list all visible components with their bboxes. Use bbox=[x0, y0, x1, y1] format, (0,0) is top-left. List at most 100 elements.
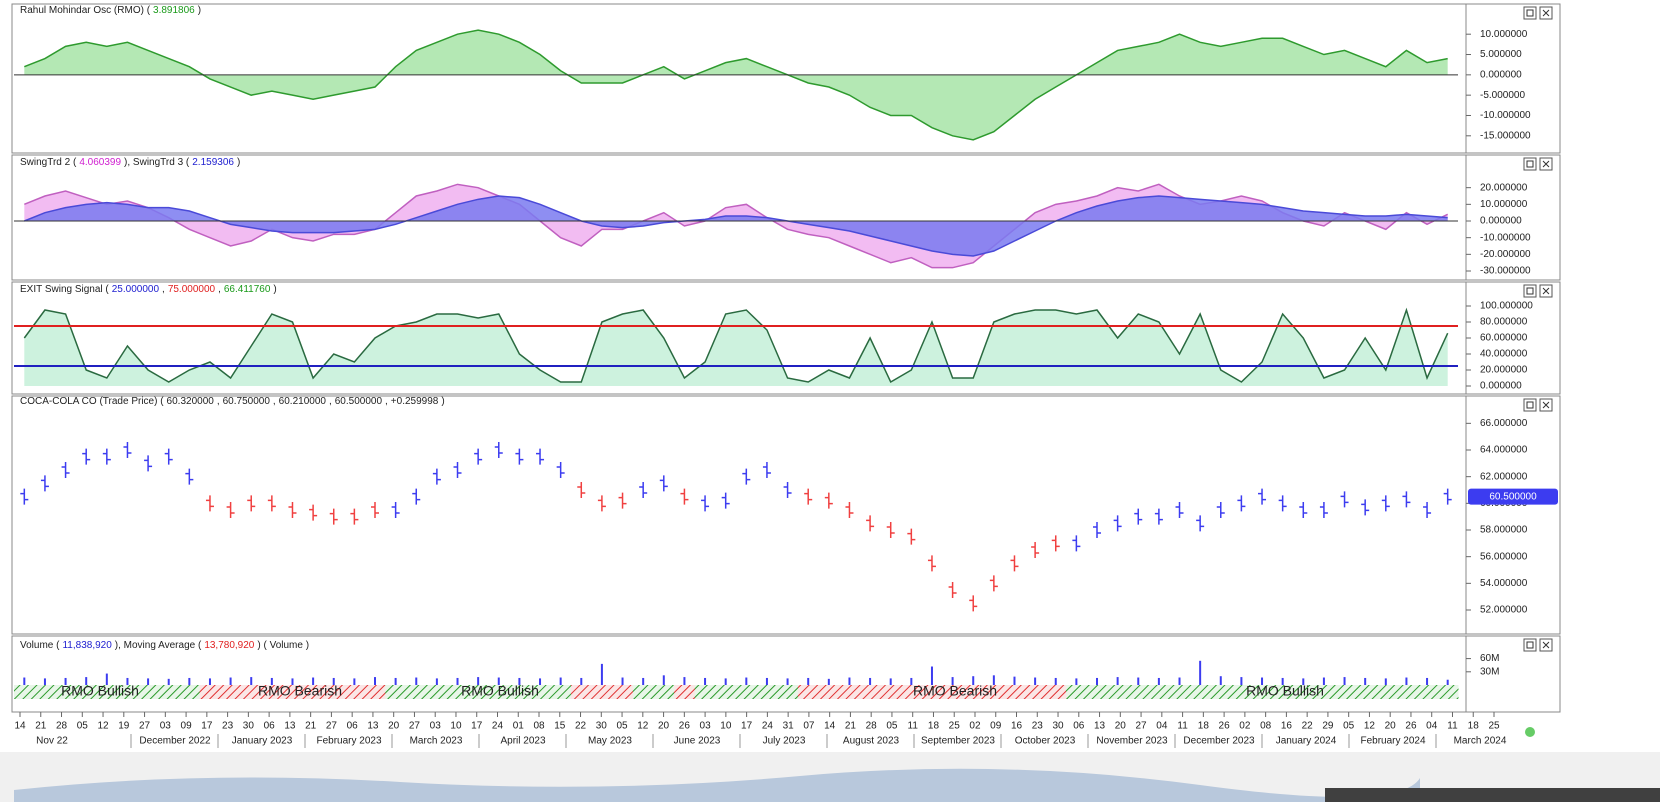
volume-bar bbox=[23, 677, 26, 685]
regime-band bbox=[694, 685, 716, 699]
volume-bar bbox=[477, 677, 480, 685]
axis-frame bbox=[1465, 635, 1561, 713]
price-bar bbox=[288, 502, 297, 518]
y-tick-label: 0.000000 bbox=[1480, 216, 1522, 227]
price-bar bbox=[205, 495, 214, 512]
date-label: 11 bbox=[1447, 721, 1458, 732]
volume-bar bbox=[250, 677, 253, 685]
maximize-button[interactable] bbox=[1523, 157, 1537, 171]
maximize-button[interactable] bbox=[1523, 638, 1537, 652]
price-bar bbox=[1196, 515, 1205, 532]
price-bar bbox=[824, 492, 833, 509]
month-label: June 2023 bbox=[674, 736, 721, 747]
maximize-icon bbox=[1526, 9, 1534, 17]
regime-band bbox=[983, 685, 1005, 699]
date-label: 17 bbox=[741, 721, 753, 732]
price-bar bbox=[20, 488, 29, 505]
regime-band bbox=[550, 685, 572, 699]
regime-band bbox=[467, 685, 489, 699]
area-fill bbox=[24, 184, 1448, 268]
date-label: 14 bbox=[14, 721, 26, 732]
regime-band bbox=[55, 685, 77, 699]
header-part: 25.000000 bbox=[112, 284, 160, 295]
price-bar bbox=[1299, 502, 1308, 518]
month-label: February 2024 bbox=[1360, 736, 1425, 747]
date-label: 26 bbox=[1219, 721, 1231, 732]
header-part: 75.000000 bbox=[168, 284, 216, 295]
date-label: 11 bbox=[1177, 721, 1188, 732]
maximize-button[interactable] bbox=[1523, 398, 1537, 412]
month-label: February 2023 bbox=[316, 736, 381, 747]
date-label: 30 bbox=[1052, 721, 1064, 732]
volume-bar bbox=[642, 677, 645, 685]
regime-band bbox=[1313, 685, 1335, 699]
price-bar bbox=[1072, 535, 1081, 552]
price-bar bbox=[1031, 542, 1040, 558]
maximize-icon bbox=[1526, 641, 1534, 649]
price-bar bbox=[762, 462, 771, 478]
price-bar bbox=[1423, 502, 1432, 518]
month-label: December 2023 bbox=[1183, 736, 1255, 747]
date-label: 24 bbox=[492, 721, 504, 732]
volume-bar bbox=[786, 678, 789, 685]
regime-band bbox=[839, 685, 861, 699]
maximize-button[interactable] bbox=[1523, 284, 1537, 298]
volume-bar bbox=[807, 677, 810, 685]
date-label: 02 bbox=[969, 721, 981, 732]
price-bar bbox=[247, 495, 256, 512]
panel-header: EXIT Swing Signal (25.000000, 75.000000, 6… bbox=[20, 284, 277, 295]
band-label: RMO Bullish bbox=[1246, 683, 1324, 699]
regime-band bbox=[405, 685, 428, 699]
header-part: 2.159306 bbox=[192, 157, 234, 168]
volume-bar bbox=[1240, 677, 1243, 685]
date-label: 26 bbox=[679, 721, 691, 732]
date-label: 01 bbox=[513, 721, 525, 732]
header-part: Volume ( bbox=[20, 640, 60, 651]
price-bar bbox=[1381, 495, 1390, 512]
regime-band bbox=[323, 685, 345, 699]
volume-bar bbox=[621, 677, 624, 685]
volume-bar bbox=[374, 677, 376, 685]
price-bar bbox=[639, 482, 648, 498]
band-label: RMO Bearish bbox=[913, 683, 997, 699]
price-bar bbox=[1237, 495, 1246, 512]
regime-band bbox=[962, 685, 985, 699]
date-label: 13 bbox=[284, 721, 296, 732]
series-line bbox=[23, 307, 1449, 384]
regime-band bbox=[1416, 685, 1438, 699]
volume-bar bbox=[1199, 660, 1202, 685]
y-tick-label: 60.000000 bbox=[1480, 333, 1528, 344]
volume-bar bbox=[1405, 677, 1408, 685]
maximize-button[interactable] bbox=[1523, 6, 1537, 20]
date-label: 20 bbox=[658, 721, 670, 732]
y-tick-label: 52.000000 bbox=[1480, 605, 1528, 616]
price-bar bbox=[123, 442, 132, 458]
price-bar bbox=[144, 455, 153, 472]
band-label: RMO Bullish bbox=[461, 683, 539, 699]
date-label: 18 bbox=[1468, 721, 1480, 732]
volume-bar bbox=[1261, 677, 1264, 685]
date-label: 27 bbox=[326, 721, 338, 732]
price-bar bbox=[1340, 491, 1349, 508]
header-part: Rahul Mohindar Osc (RMO) ( bbox=[20, 5, 151, 16]
volume-bar bbox=[188, 677, 191, 685]
regime-band bbox=[75, 685, 98, 699]
scroll-toolbar[interactable] bbox=[1325, 788, 1660, 802]
volume-bar bbox=[662, 675, 665, 685]
price-bar bbox=[412, 488, 421, 505]
header-part: ) ( Volume ) bbox=[257, 640, 309, 651]
regime-band bbox=[14, 685, 36, 699]
month-label: April 2023 bbox=[500, 736, 545, 747]
header-part: , bbox=[273, 396, 276, 407]
volume-bar bbox=[1096, 677, 1098, 685]
price-bar bbox=[721, 492, 730, 509]
regime-band bbox=[1189, 685, 1211, 699]
price-bar bbox=[1093, 522, 1101, 538]
regime-band bbox=[859, 685, 881, 699]
price-bar bbox=[61, 462, 70, 478]
regime-band bbox=[777, 685, 799, 699]
date-label: 27 bbox=[139, 721, 151, 732]
maximize-icon bbox=[1526, 401, 1534, 409]
regime-band bbox=[818, 685, 840, 699]
date-label: 04 bbox=[1426, 721, 1438, 732]
